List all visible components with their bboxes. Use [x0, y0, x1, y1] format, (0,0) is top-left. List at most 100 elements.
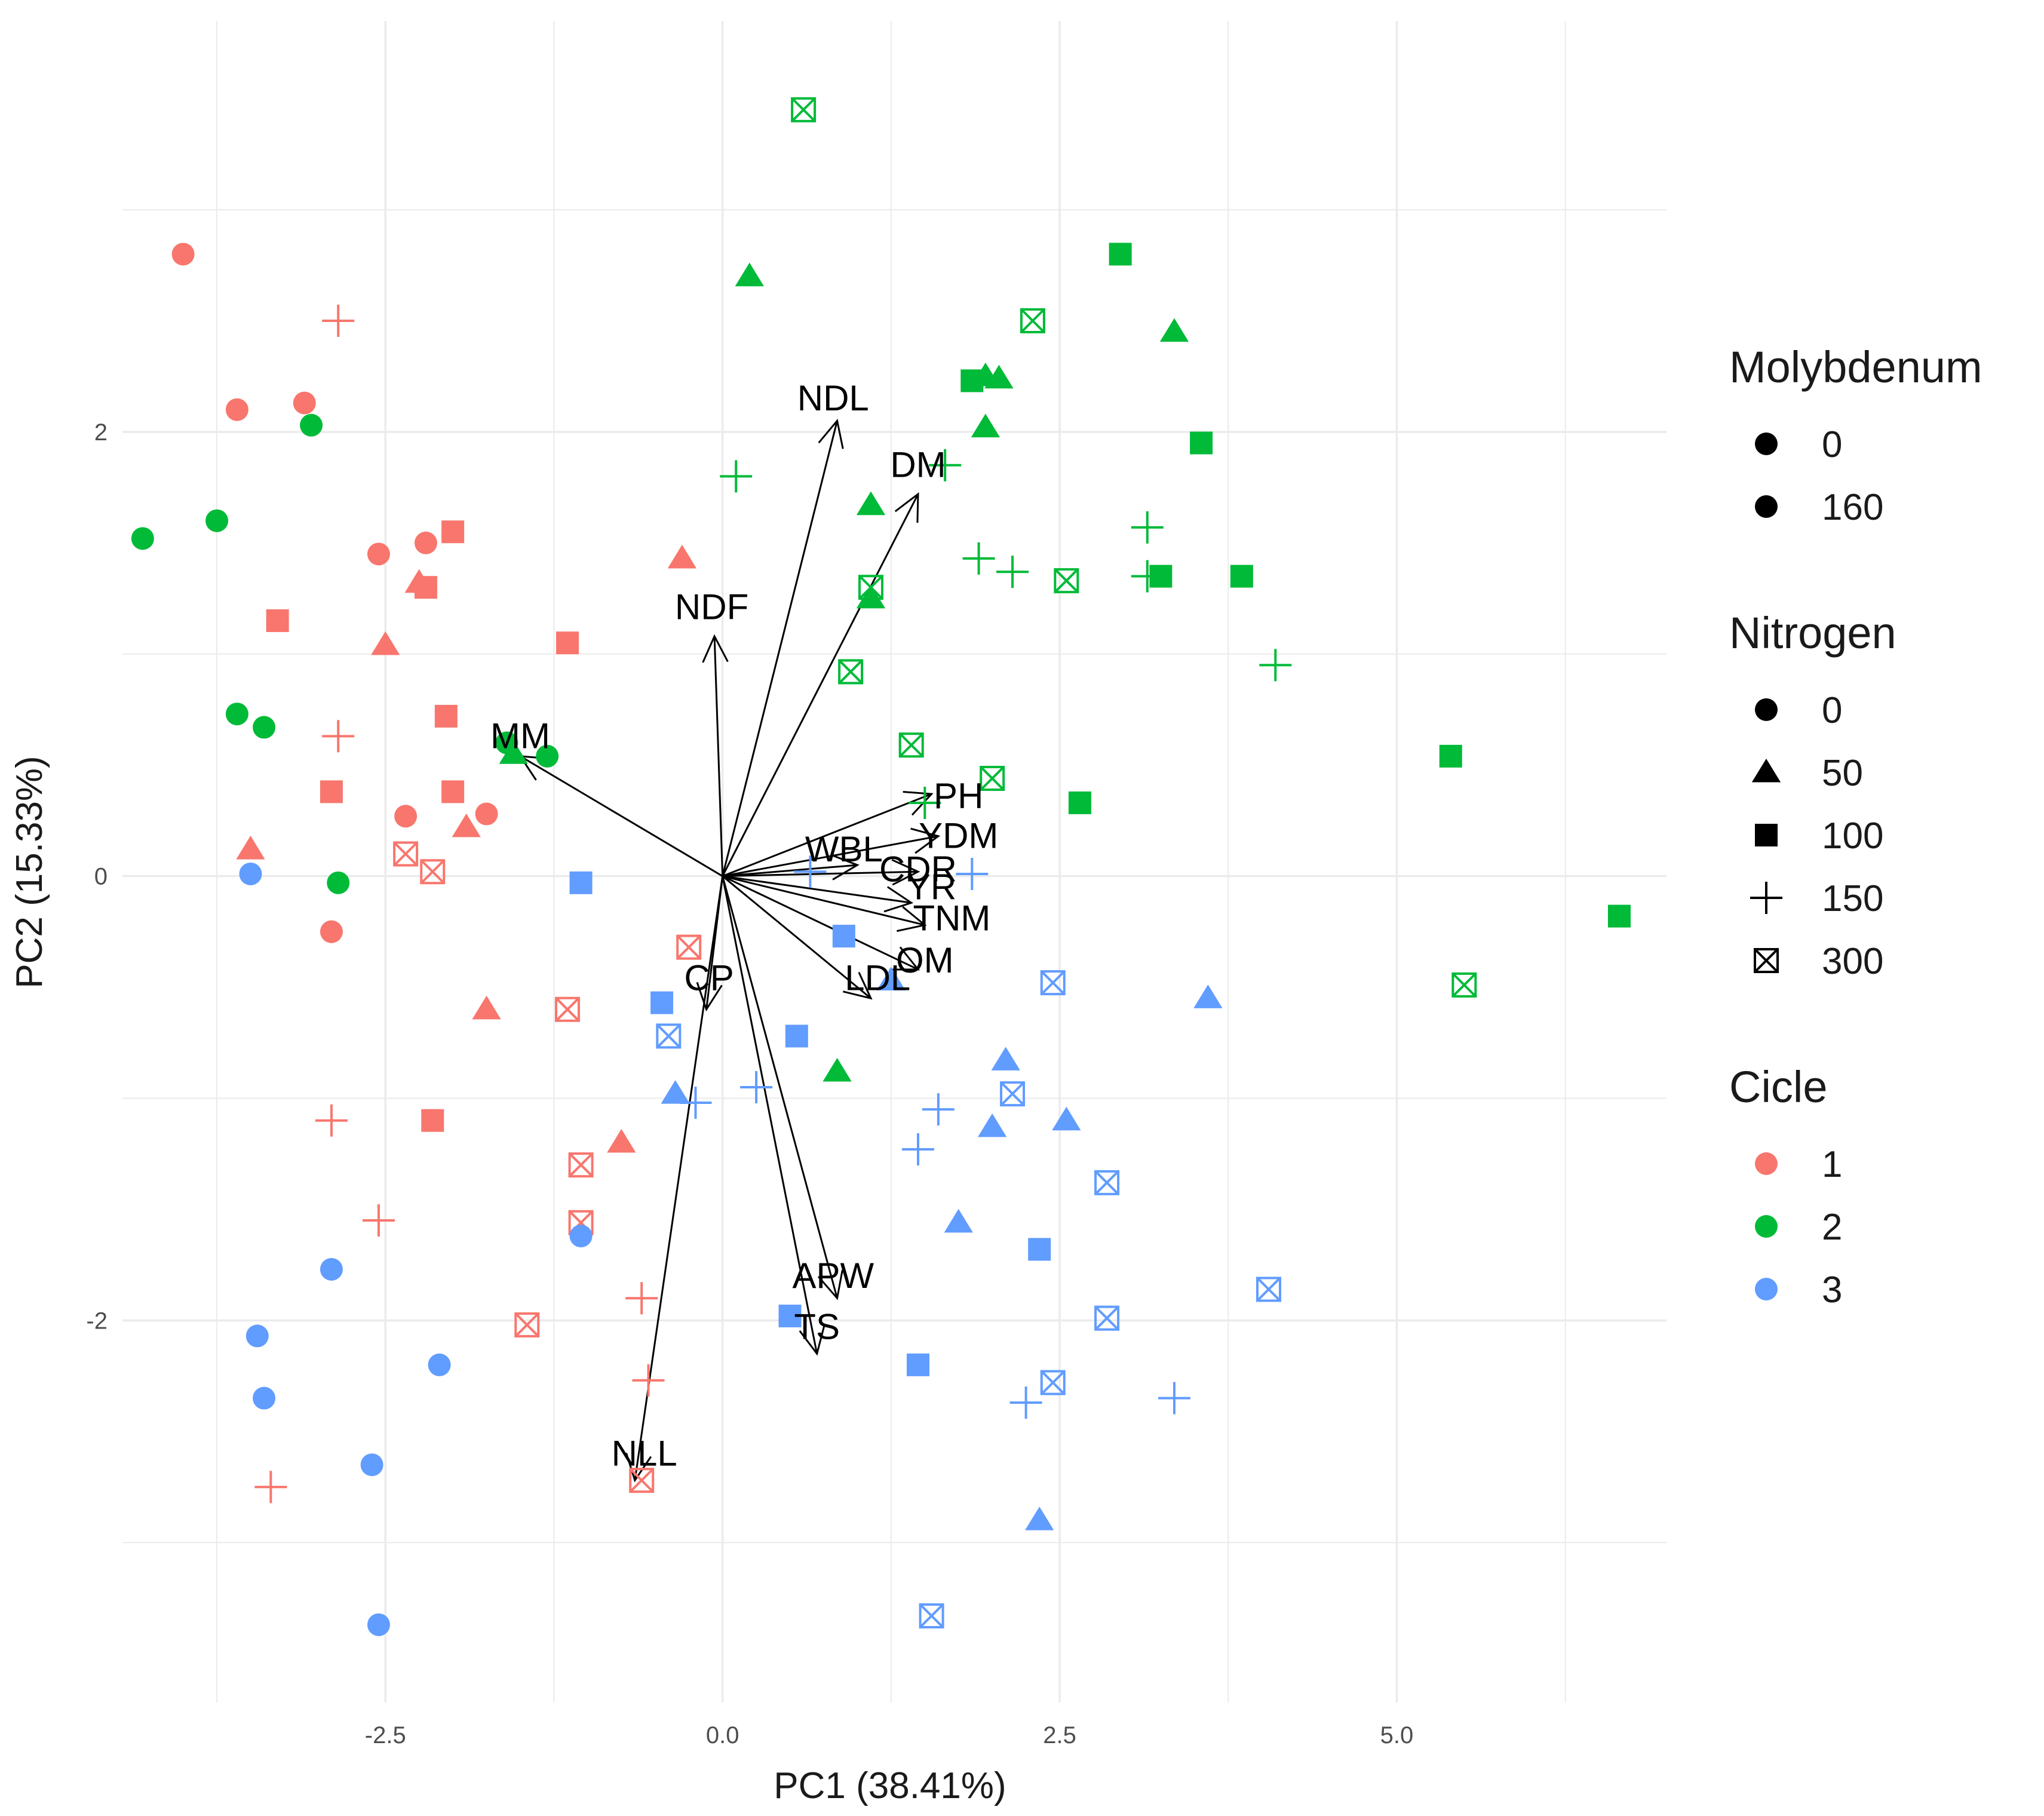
data-point [838, 659, 864, 685]
legend-key [1755, 824, 1778, 846]
loading-label: DM [890, 445, 946, 485]
loading-arrowhead [910, 827, 941, 854]
loading-arrow [722, 875, 925, 926]
legend-label: 150 [1822, 878, 1883, 919]
data-point [1190, 431, 1213, 455]
data-point [1131, 511, 1164, 544]
data-point [569, 871, 593, 894]
y-tick-label: 0 [94, 864, 108, 890]
legend-label: 300 [1822, 941, 1883, 982]
data-point [919, 1603, 944, 1628]
data-point [253, 716, 276, 739]
loading-label: MM [490, 716, 550, 756]
loading-arrowhead [883, 886, 914, 913]
data-point [1094, 1170, 1120, 1195]
data-point [254, 1471, 287, 1504]
loading-arrowhead [842, 971, 873, 1000]
legend-label: 100 [1822, 815, 1883, 857]
data-point [1040, 970, 1066, 996]
data-point [1040, 1370, 1066, 1395]
loading-arrowhead [818, 419, 844, 449]
data-point [245, 1324, 269, 1348]
data-point [322, 305, 355, 338]
loading-arrowhead [799, 1326, 825, 1356]
loading-label: TNM [913, 898, 990, 938]
loading-label: CP [684, 958, 733, 998]
data-point [856, 584, 886, 609]
data-point [315, 1104, 348, 1137]
data-point [414, 531, 437, 554]
data-point [679, 1086, 712, 1119]
loading-label: OM [896, 940, 954, 980]
data-point [225, 703, 248, 726]
legend-key [1755, 1278, 1778, 1300]
loading-arrowhead [897, 906, 927, 932]
loading-arrowhead [894, 492, 919, 523]
loading-label: NDF [675, 587, 748, 627]
data-point [907, 1353, 930, 1376]
data-point [1230, 565, 1253, 588]
loading-arrowhead [830, 854, 860, 881]
loading-arrow [713, 636, 724, 876]
data-point [367, 542, 390, 566]
legend-title-c: Cicle [1729, 1062, 1827, 1112]
data-point [428, 1353, 451, 1376]
data-point [632, 1364, 665, 1397]
data-point [667, 544, 697, 569]
data-point [629, 1468, 655, 1493]
loading-arrowhead [903, 790, 934, 816]
loading-arrowhead [696, 981, 723, 1012]
loading-arrow [722, 493, 919, 877]
data-point [676, 934, 702, 960]
legend-key [1755, 495, 1778, 518]
data-point [472, 995, 501, 1020]
data-point [991, 1047, 1020, 1070]
loading-label: YDM [919, 816, 998, 856]
loading-arrowhead [625, 1452, 652, 1483]
loading-label: NLL [612, 1434, 677, 1474]
data-point [568, 1152, 594, 1178]
data-point [1439, 744, 1462, 768]
loading-arrow [722, 875, 919, 971]
data-point [1094, 1305, 1120, 1331]
x-axis-title: PC1 (38.41%) [774, 1765, 1006, 1806]
legend-label: 1 [1822, 1144, 1842, 1185]
data-point [607, 1128, 636, 1153]
data-point [367, 1613, 390, 1636]
data-point [735, 262, 764, 287]
data-point [536, 744, 559, 768]
legend-key [1755, 432, 1778, 455]
data-point [785, 1024, 808, 1048]
data-point [984, 364, 1014, 389]
data-point [421, 1109, 444, 1132]
data-point [856, 491, 886, 516]
loading-arrow [722, 875, 871, 999]
data-point [650, 991, 674, 1014]
data-point [956, 857, 989, 890]
legend-label: 0 [1822, 424, 1842, 465]
data-point [794, 855, 827, 888]
x-tick-label: -2.5 [365, 1722, 406, 1748]
loading-label: NDL [797, 378, 869, 418]
data-point [555, 996, 581, 1022]
data-point [1009, 1386, 1042, 1419]
data-point [996, 556, 1029, 588]
data-point [414, 576, 437, 599]
data-point [1159, 318, 1189, 342]
data-point [1607, 904, 1631, 928]
data-point [1000, 1081, 1026, 1107]
data-point [720, 460, 753, 493]
loading-arrow [722, 835, 939, 878]
data-point [236, 836, 265, 860]
data-point [1259, 649, 1292, 682]
x-tick-label: 2.5 [1043, 1722, 1076, 1748]
legend-key [1755, 1152, 1778, 1175]
legend-label: 0 [1822, 690, 1842, 731]
data-point [929, 449, 962, 481]
data-point [320, 780, 343, 803]
data-point [266, 609, 289, 633]
data-point [225, 398, 248, 421]
data-point [962, 542, 995, 575]
